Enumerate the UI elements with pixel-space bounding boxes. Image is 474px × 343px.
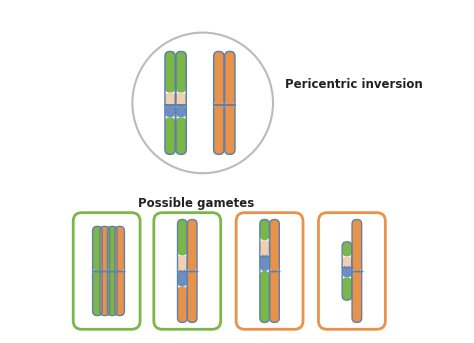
FancyBboxPatch shape: [190, 269, 195, 273]
FancyBboxPatch shape: [216, 103, 222, 107]
FancyBboxPatch shape: [176, 51, 186, 93]
FancyBboxPatch shape: [167, 103, 173, 107]
Circle shape: [132, 33, 273, 173]
FancyBboxPatch shape: [352, 220, 362, 271]
FancyBboxPatch shape: [102, 269, 108, 273]
FancyBboxPatch shape: [167, 103, 173, 107]
FancyBboxPatch shape: [92, 271, 102, 316]
FancyBboxPatch shape: [178, 103, 184, 107]
FancyBboxPatch shape: [342, 267, 352, 277]
FancyBboxPatch shape: [354, 269, 359, 273]
FancyBboxPatch shape: [262, 253, 267, 258]
FancyBboxPatch shape: [187, 220, 197, 271]
FancyBboxPatch shape: [260, 256, 269, 271]
FancyBboxPatch shape: [190, 269, 195, 273]
FancyBboxPatch shape: [260, 240, 269, 256]
FancyBboxPatch shape: [176, 117, 186, 154]
FancyBboxPatch shape: [270, 220, 279, 271]
FancyBboxPatch shape: [178, 256, 187, 271]
FancyBboxPatch shape: [342, 242, 352, 257]
FancyBboxPatch shape: [342, 277, 352, 300]
FancyBboxPatch shape: [165, 51, 175, 93]
Text: Pericentric inversion: Pericentric inversion: [285, 78, 423, 91]
FancyBboxPatch shape: [216, 103, 222, 107]
FancyBboxPatch shape: [95, 269, 100, 273]
FancyBboxPatch shape: [165, 117, 175, 154]
FancyBboxPatch shape: [100, 271, 109, 316]
FancyBboxPatch shape: [344, 265, 350, 269]
FancyBboxPatch shape: [319, 213, 385, 329]
FancyBboxPatch shape: [102, 269, 108, 273]
FancyBboxPatch shape: [225, 51, 235, 105]
FancyBboxPatch shape: [236, 213, 303, 329]
FancyBboxPatch shape: [262, 253, 267, 258]
FancyBboxPatch shape: [115, 271, 125, 316]
FancyBboxPatch shape: [109, 269, 115, 273]
FancyBboxPatch shape: [178, 103, 184, 107]
FancyBboxPatch shape: [154, 213, 221, 329]
FancyBboxPatch shape: [260, 220, 269, 240]
FancyBboxPatch shape: [100, 226, 109, 271]
FancyBboxPatch shape: [165, 105, 175, 117]
FancyBboxPatch shape: [178, 271, 187, 286]
FancyBboxPatch shape: [178, 286, 187, 322]
FancyBboxPatch shape: [354, 269, 359, 273]
FancyBboxPatch shape: [344, 265, 350, 269]
FancyBboxPatch shape: [176, 105, 186, 117]
FancyBboxPatch shape: [227, 103, 233, 107]
FancyBboxPatch shape: [165, 93, 175, 105]
FancyBboxPatch shape: [115, 226, 125, 271]
Text: Possible gametes: Possible gametes: [138, 197, 254, 210]
FancyBboxPatch shape: [342, 257, 352, 267]
FancyBboxPatch shape: [180, 269, 185, 273]
FancyBboxPatch shape: [108, 271, 117, 316]
FancyBboxPatch shape: [270, 271, 279, 322]
FancyBboxPatch shape: [176, 93, 186, 105]
FancyBboxPatch shape: [187, 271, 197, 322]
FancyBboxPatch shape: [214, 51, 224, 105]
FancyBboxPatch shape: [117, 269, 122, 273]
FancyBboxPatch shape: [117, 269, 122, 273]
FancyBboxPatch shape: [180, 269, 185, 273]
FancyBboxPatch shape: [178, 220, 187, 256]
FancyBboxPatch shape: [352, 271, 362, 322]
FancyBboxPatch shape: [260, 271, 269, 322]
FancyBboxPatch shape: [109, 269, 115, 273]
FancyBboxPatch shape: [92, 226, 102, 271]
FancyBboxPatch shape: [225, 105, 235, 154]
FancyBboxPatch shape: [272, 269, 277, 273]
FancyBboxPatch shape: [95, 269, 100, 273]
FancyBboxPatch shape: [108, 226, 117, 271]
FancyBboxPatch shape: [227, 103, 233, 107]
FancyBboxPatch shape: [214, 105, 224, 154]
FancyBboxPatch shape: [272, 269, 277, 273]
FancyBboxPatch shape: [73, 213, 140, 329]
